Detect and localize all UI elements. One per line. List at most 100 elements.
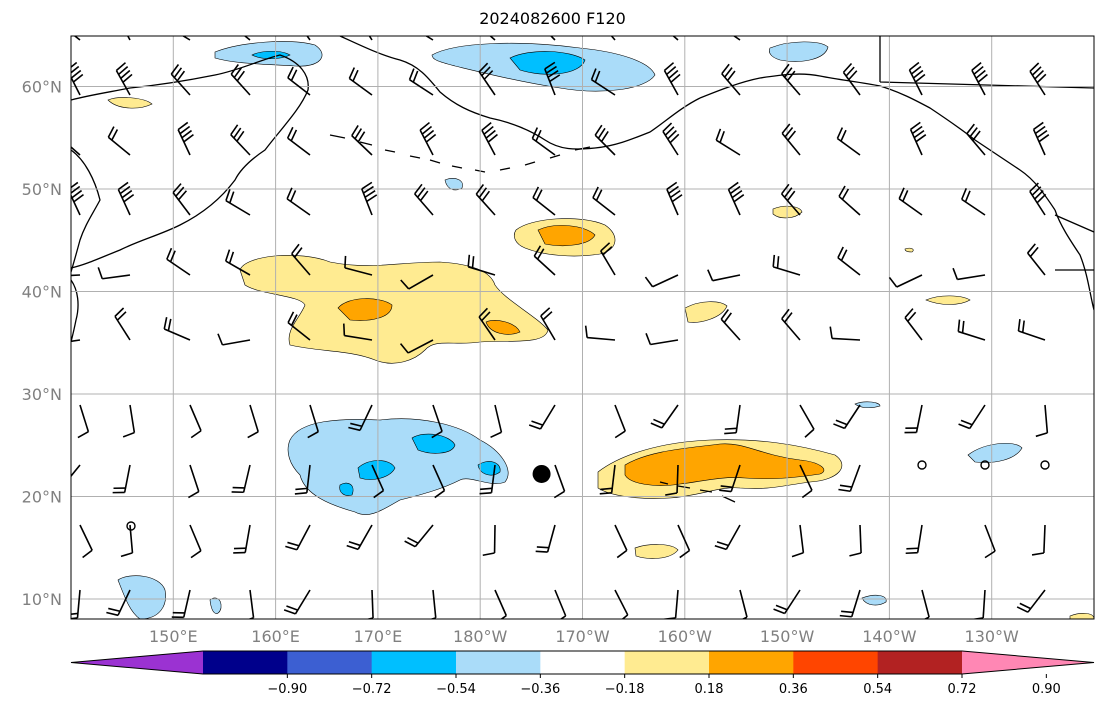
colorbar-tick-label: 0.18 [695,682,724,697]
wind-barb [478,307,496,341]
wind-barb [662,122,680,156]
calm-wind-circle [980,460,990,470]
wind-barb [467,254,496,276]
wind-barb [286,126,311,156]
wind-barb [233,524,251,554]
colorbar-outline [70,650,1095,675]
wind-barb [833,404,861,430]
wind-barb [489,36,496,41]
blue-core-5 [251,50,291,60]
wind-barb [408,68,434,96]
colorbar-segment [709,651,794,674]
wind-barb [1031,524,1046,556]
wind-barb [432,464,446,499]
wind-barb [306,36,311,41]
wind-barb [71,339,81,343]
wind-barb [291,243,311,276]
wind-barb [584,325,616,341]
wind-barb [971,61,988,96]
latitude-label: 30°N [22,385,62,404]
wind-barb [344,255,373,276]
positive-anomaly-spot-northwest [107,97,153,109]
positive-anomaly-dot [904,247,914,253]
latitude-label: 10°N [22,590,62,609]
wind-barb [888,274,923,288]
wind-barb [1035,404,1049,438]
negative-anomaly-spot-central [854,401,881,409]
wind-barb [287,311,311,341]
wind-barb [898,187,923,216]
wind-barb [217,333,251,346]
positive-anomaly-region-midlat [239,255,549,364]
wind-barb [189,404,202,439]
wind-barb [720,309,741,341]
coastlines [71,36,1094,503]
wind-barb [535,524,556,553]
wind-barb [715,128,741,156]
wind-barb [1029,62,1047,96]
anomaly-shading [107,41,1094,619]
wind-barb [77,404,90,439]
wind-barb [791,524,805,558]
orange-core-4 [624,443,825,486]
latitude-labels: 60°N 50°N 40°N 30°N 20°N 10°N [22,78,62,610]
wind-barb [481,121,498,156]
coastline-us-west [1054,214,1094,271]
wind-barb [368,36,373,41]
latitude-label: 60°N [22,78,62,97]
wind-barb [707,269,741,282]
wind-barb [599,464,616,495]
wind-barb [247,404,259,439]
colorbar-tick-label: 0.36 [779,682,808,697]
wind-barb [285,524,311,551]
wind-barb [905,524,923,555]
wind-barb [224,249,251,276]
wind-barb [610,36,616,41]
wind-barb [404,524,434,548]
wind-barb [904,308,923,341]
wind-barb [645,333,679,346]
wind-barb [600,242,616,276]
wind-barb [348,404,373,432]
wind-barb [842,62,861,96]
colorbar-tick-label: 0.90 [1032,682,1061,697]
map-frame [70,35,1095,620]
longitude-label: 140°W [862,627,917,646]
wind-barb [97,267,131,280]
wind-barb [837,246,861,276]
wind-barb [346,524,373,551]
wind-barb [909,121,927,156]
wind-barb [544,61,561,96]
wind-barb [528,404,556,430]
negative-anomaly-spot-southeast [861,594,887,606]
wind-barb [71,145,81,156]
wind-barb [739,589,748,619]
wind-barb [1032,121,1050,156]
longitude-label: 170°E [354,627,403,646]
coastline-hawaii [659,481,736,503]
positive-anomaly-spot-east [925,295,971,305]
wind-barb [594,124,616,156]
wind-barb [590,68,616,96]
colorbar-segment [624,651,710,674]
wind-barb [247,589,255,619]
map-title: 2024082600 F120 [479,9,626,28]
wind-barb [122,404,136,438]
wind-barb [665,464,679,496]
wind-barb [719,464,741,493]
wind-barb [554,589,567,619]
wind-barb [342,323,373,341]
wind-barb [114,307,131,341]
wind-barb [781,308,801,341]
wind-barb [614,524,628,559]
wind-barb [126,36,131,41]
blue-core-2 [357,460,396,480]
colorbar-segment [793,651,879,674]
coastline-gulf-alaska [699,73,1056,211]
colorbar-extend-high [962,651,1094,674]
wind-barb [231,464,251,494]
colorbar-tick-label: 0.72 [948,682,977,697]
colorbar-tick-label: 0.54 [863,682,892,697]
wind-barb [773,589,801,615]
